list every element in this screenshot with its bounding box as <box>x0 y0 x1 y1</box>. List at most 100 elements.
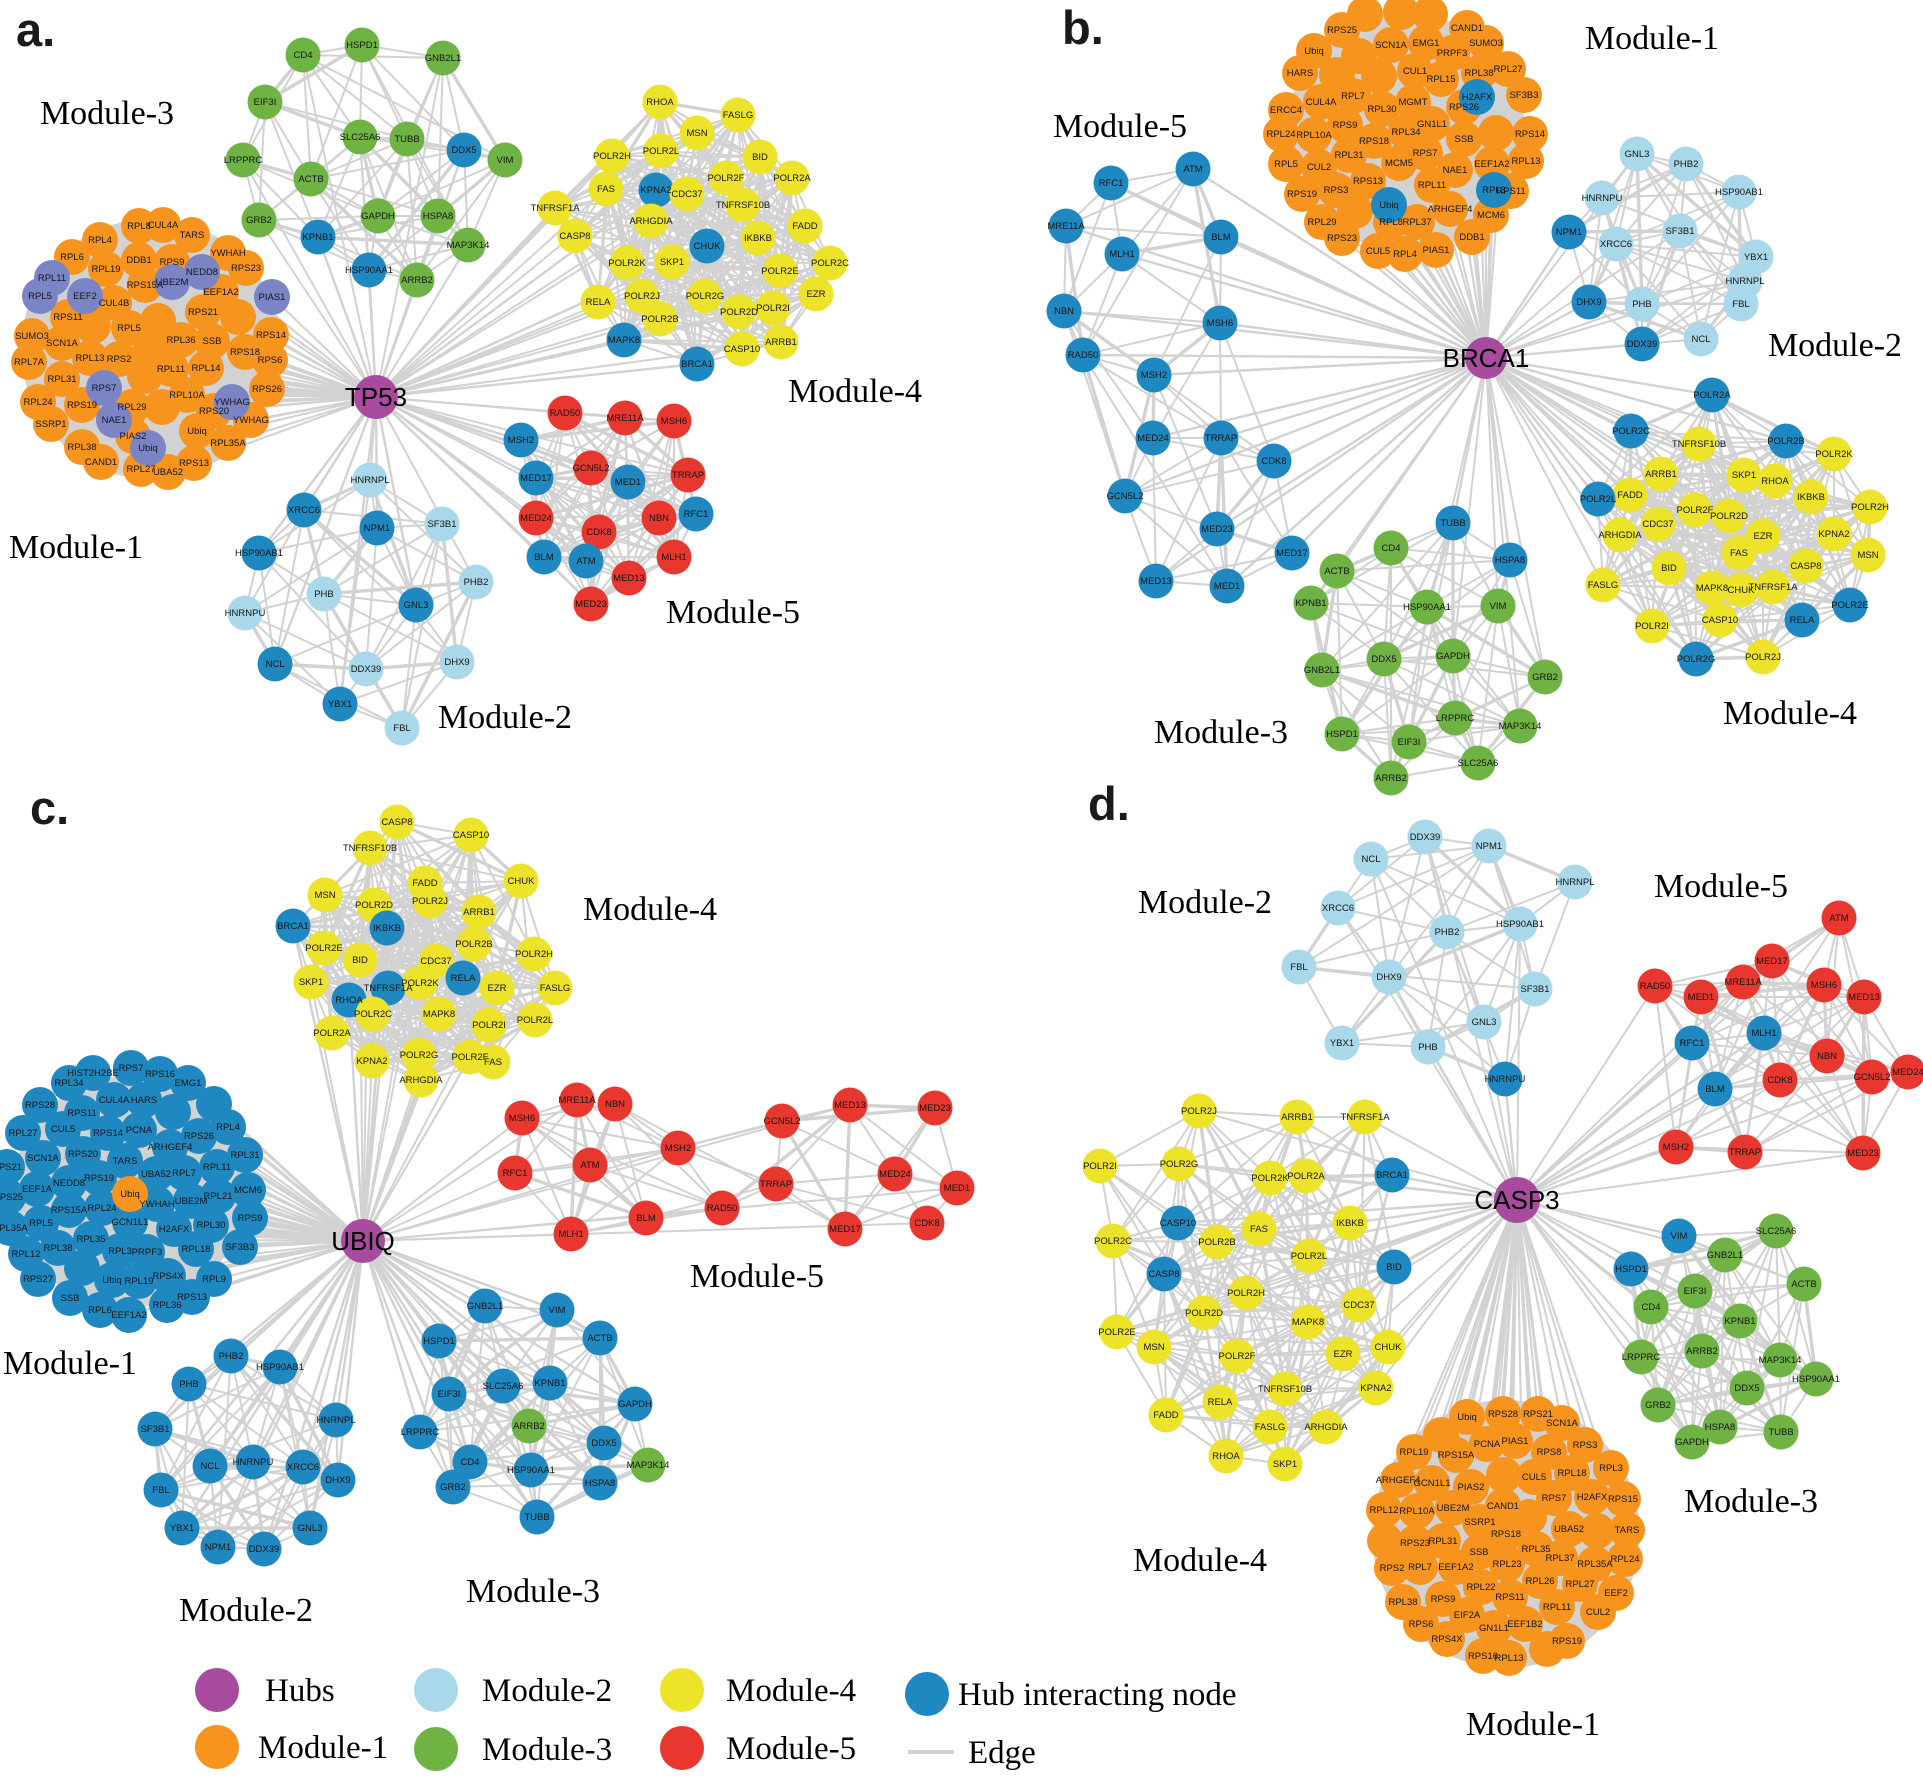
svg-text:FBL: FBL <box>1732 299 1749 310</box>
svg-text:CUL5: CUL5 <box>1522 1472 1546 1483</box>
svg-text:RPL18: RPL18 <box>181 1244 210 1255</box>
svg-text:MSH2: MSH2 <box>665 1143 691 1154</box>
svg-text:RPS2: RPS2 <box>1380 1563 1405 1574</box>
svg-text:EZR: EZR <box>488 983 507 994</box>
svg-text:Ubiq: Ubiq <box>1379 200 1399 211</box>
svg-text:PHB2: PHB2 <box>1435 927 1460 938</box>
svg-text:UBA52: UBA52 <box>1554 1524 1584 1535</box>
svg-text:UBE2M: UBE2M <box>1437 1503 1470 1514</box>
svg-text:MSH2: MSH2 <box>1663 1142 1689 1153</box>
svg-text:RELA: RELA <box>451 973 476 984</box>
svg-text:POLR2F: POLR2F <box>1219 1351 1256 1362</box>
svg-text:RPS18: RPS18 <box>230 347 260 358</box>
svg-text:EIF3I: EIF3I <box>254 97 277 108</box>
svg-text:NCL: NCL <box>1691 334 1710 345</box>
svg-text:ATM: ATM <box>1183 164 1202 175</box>
svg-text:GAPDH: GAPDH <box>618 1399 652 1410</box>
svg-text:CUL4A: CUL4A <box>99 1095 130 1106</box>
svg-text:RPS2: RPS2 <box>107 354 132 365</box>
svg-text:PRPF3: PRPF3 <box>132 1247 163 1258</box>
svg-text:RPL19: RPL19 <box>91 264 120 275</box>
svg-text:PHB2: PHB2 <box>1674 159 1699 170</box>
svg-text:RELA: RELA <box>1790 615 1815 626</box>
svg-text:MSH6: MSH6 <box>1207 318 1233 329</box>
svg-text:GNL3: GNL3 <box>298 1523 323 1534</box>
svg-text:HSP90AA1: HSP90AA1 <box>345 265 393 276</box>
svg-text:SCN1A: SCN1A <box>27 1153 59 1164</box>
svg-text:RPL31: RPL31 <box>1428 1536 1457 1547</box>
svg-text:MED23: MED23 <box>919 1103 951 1114</box>
svg-text:POLR2F: POLR2F <box>708 173 745 184</box>
svg-text:SSB: SSB <box>60 1293 79 1304</box>
svg-text:RPS7: RPS7 <box>1542 1493 1567 1504</box>
svg-text:MED24: MED24 <box>1137 433 1169 444</box>
svg-text:RPL15: RPL15 <box>1426 74 1455 85</box>
svg-text:CUL4B: CUL4B <box>99 298 130 309</box>
svg-text:TARS: TARS <box>1615 1525 1640 1536</box>
svg-text:SKP1: SKP1 <box>1732 470 1756 481</box>
svg-text:GAPDH: GAPDH <box>1675 1437 1709 1448</box>
svg-text:NBN: NBN <box>649 513 669 524</box>
svg-text:HSPA8: HSPA8 <box>1705 1422 1735 1433</box>
svg-text:GAPDH: GAPDH <box>1436 651 1470 662</box>
svg-text:RPL11: RPL11 <box>203 1162 231 1173</box>
svg-text:CASP10: CASP10 <box>1160 1218 1196 1229</box>
svg-text:DDX39: DDX39 <box>1627 339 1658 350</box>
svg-text:RPL38: RPL38 <box>43 1243 72 1254</box>
svg-text:RPL24: RPL24 <box>1610 1554 1639 1565</box>
svg-text:Module-1: Module-1 <box>258 1730 388 1766</box>
svg-text:NPM1: NPM1 <box>364 523 390 534</box>
svg-text:POLR2L: POLR2L <box>643 146 679 157</box>
svg-text:GRB2: GRB2 <box>246 215 272 226</box>
svg-text:RPL11: RPL11 <box>38 273 66 284</box>
svg-text:TARS: TARS <box>113 1156 138 1167</box>
svg-text:BLM: BLM <box>1705 1084 1725 1095</box>
svg-text:TUBB: TUBB <box>1768 1427 1793 1438</box>
svg-text:FAS: FAS <box>1730 548 1748 559</box>
svg-text:EEF1A: EEF1A <box>22 1184 53 1195</box>
svg-text:Module-2: Module-2 <box>482 1673 612 1709</box>
svg-text:GNL3: GNL3 <box>404 600 429 611</box>
svg-text:NAE1: NAE1 <box>1443 165 1468 176</box>
svg-text:CASP8: CASP8 <box>559 231 590 242</box>
svg-text:POLR2I: POLR2I <box>1083 1161 1117 1172</box>
svg-text:HNRNPU: HNRNPU <box>225 608 266 619</box>
svg-text:SSRP1: SSRP1 <box>35 419 66 430</box>
svg-text:TNFRSF10B: TNFRSF10B <box>716 200 770 211</box>
svg-text:CASP10: CASP10 <box>724 344 760 355</box>
svg-text:HNRNPL: HNRNPL <box>1725 276 1764 287</box>
svg-text:EEF1A2: EEF1A2 <box>1438 1562 1473 1573</box>
svg-text:POLR2I: POLR2I <box>1635 621 1669 632</box>
svg-text:RPL29: RPL29 <box>1307 217 1336 228</box>
svg-text:CASP8: CASP8 <box>381 817 412 828</box>
svg-text:SKP1: SKP1 <box>299 977 323 988</box>
svg-text:CUL4A: CUL4A <box>1306 97 1337 108</box>
svg-text:MAPK8: MAPK8 <box>1292 1317 1324 1328</box>
svg-text:GRB2: GRB2 <box>1532 672 1558 683</box>
svg-text:EIF3I: EIF3I <box>1398 737 1421 748</box>
svg-text:HSPD1: HSPD1 <box>1326 729 1358 740</box>
svg-text:KPNA2: KPNA2 <box>356 1056 387 1067</box>
svg-text:TRRAP: TRRAP <box>1205 433 1237 444</box>
svg-text:RPL35: RPL35 <box>76 1234 105 1245</box>
svg-text:KPNB1: KPNB1 <box>302 232 333 243</box>
svg-text:POLR2K: POLR2K <box>608 258 646 269</box>
svg-text:MSN: MSN <box>1857 550 1878 561</box>
svg-text:DHX9: DHX9 <box>444 657 469 668</box>
svg-text:RPL26: RPL26 <box>1525 1576 1554 1587</box>
svg-text:RPL5: RPL5 <box>117 323 141 334</box>
svg-text:MRE11A: MRE11A <box>1724 977 1762 988</box>
svg-text:POLR2D: POLR2D <box>720 307 758 318</box>
svg-text:MED13: MED13 <box>613 573 645 584</box>
svg-text:NPM1: NPM1 <box>1556 227 1582 238</box>
svg-text:RPS23: RPS23 <box>1327 233 1357 244</box>
svg-text:HNRNPL: HNRNPL <box>350 475 389 486</box>
svg-text:HSPD1: HSPD1 <box>423 1336 455 1347</box>
svg-text:RAD50: RAD50 <box>1640 981 1671 992</box>
svg-text:RPL10A: RPL10A <box>1399 1506 1435 1517</box>
svg-text:Ubiq: Ubiq <box>187 426 207 437</box>
svg-text:SCN1A: SCN1A <box>46 338 78 349</box>
svg-text:Module-3: Module-3 <box>1684 1483 1818 1520</box>
svg-text:HNRNPL: HNRNPL <box>1555 877 1594 888</box>
svg-text:RHOA: RHOA <box>335 995 363 1006</box>
